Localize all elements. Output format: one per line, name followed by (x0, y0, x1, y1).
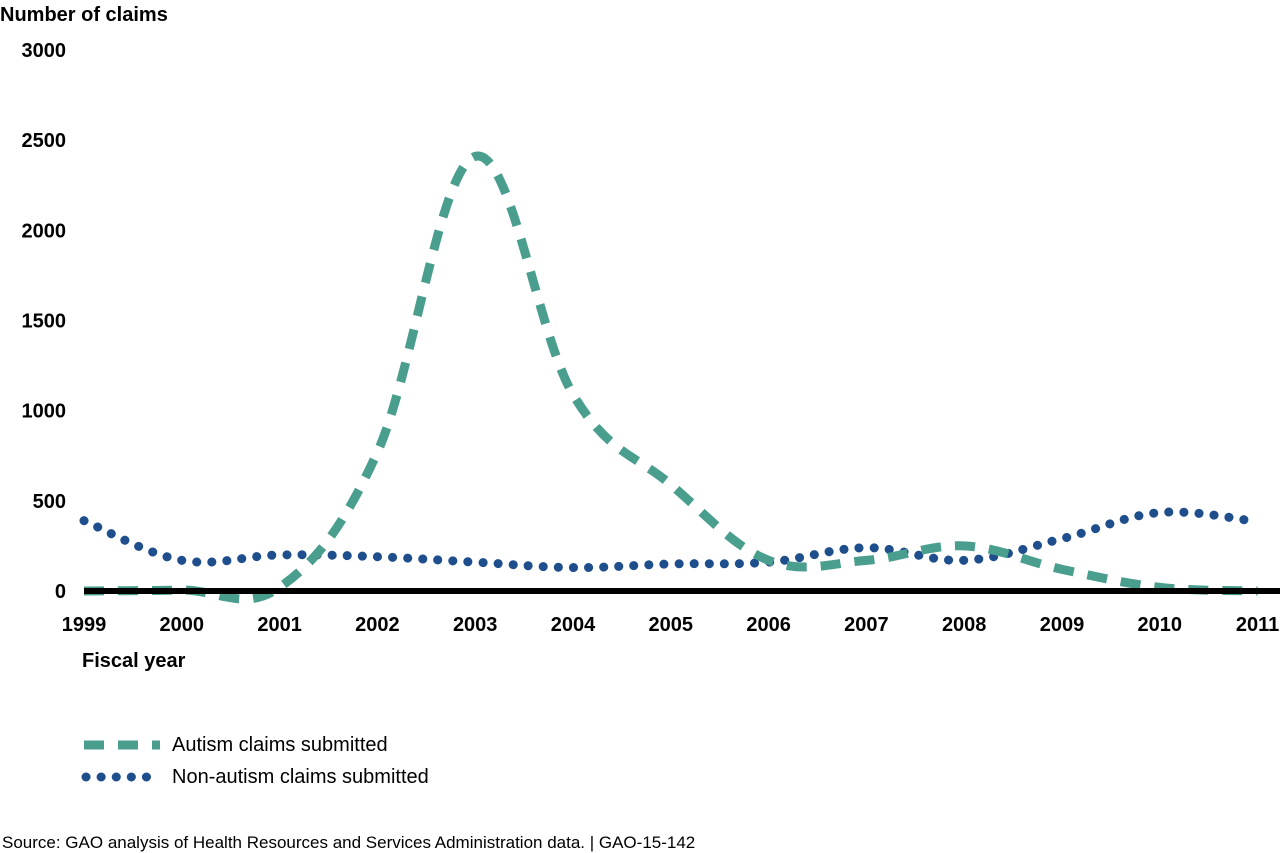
x-tick-labels: 1999 2000 2001 2002 2003 2004 2005 2006 2007 2008… (62, 614, 1280, 636)
x-tick-label: 2011 (1236, 614, 1279, 636)
y-tick-label: 2500 (22, 130, 67, 152)
autism-claims-line (83, 151, 1258, 604)
y-tick-label: 2000 (22, 220, 67, 242)
x-tick-label: 2000 (160, 614, 205, 636)
y-tick-label: 1000 (22, 401, 67, 423)
y-tick-label: 0 (55, 581, 66, 603)
x-tick-label: 2007 (844, 614, 889, 636)
y-tick-label: 3000 (22, 40, 67, 62)
x-tick-label: 2002 (355, 614, 400, 636)
x-tick-label: 2004 (551, 614, 596, 636)
y-tick-label: 500 (33, 491, 66, 513)
x-tick-label: 1999 (62, 614, 107, 636)
legend-label-non-autism: Non-autism claims submitted (172, 766, 429, 788)
x-tick-label: 2001 (257, 614, 302, 636)
non-autism-claims-line (79, 507, 1263, 573)
x-tick-label: 2006 (746, 614, 791, 636)
x-tick-label: 2010 (1138, 614, 1183, 636)
y-axis-title: Number of claims (0, 4, 168, 26)
x-tick-label: 2005 (649, 614, 694, 636)
series-lines (79, 151, 1263, 604)
source-note: Source: GAO analysis of Health Resources… (2, 833, 695, 852)
y-tick-label: 1500 (22, 311, 67, 333)
x-axis-title: Fiscal year (82, 650, 186, 672)
legend: Autism claims submitted Non-autism claim… (81, 734, 429, 788)
y-tick-labels: 3000 2500 2000 1500 1000 500 0 (22, 40, 67, 603)
x-tick-label: 2009 (1040, 614, 1085, 636)
x-tick-label: 2008 (942, 614, 987, 636)
x-tick-label: 2003 (453, 614, 498, 636)
legend-label-autism: Autism claims submitted (172, 734, 388, 756)
